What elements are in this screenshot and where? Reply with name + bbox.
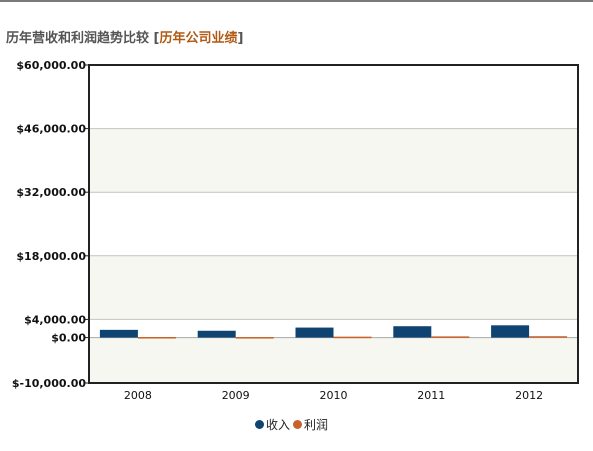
top-rule bbox=[0, 0, 593, 2]
title-text: 历年营收和利润趋势比较 bbox=[6, 31, 150, 46]
company-performance-link[interactable]: 历年公司业绩 bbox=[159, 31, 238, 46]
bar-revenue-2010 bbox=[295, 327, 334, 338]
legend-label: 收入 bbox=[266, 418, 291, 432]
plot-border bbox=[88, 64, 579, 384]
y-tick-label: $4,000.00 bbox=[24, 313, 86, 326]
x-tick-label: 2012 bbox=[515, 389, 543, 402]
y-tick-label: $18,000.00 bbox=[16, 250, 86, 263]
grid-band bbox=[89, 337, 578, 383]
bracket-close: ] bbox=[237, 31, 244, 46]
x-tick-label: 2008 bbox=[124, 389, 152, 402]
bar-profit-2010 bbox=[333, 336, 372, 339]
y-tick-label: $-10,000.00 bbox=[12, 377, 86, 390]
x-tick-label: 2010 bbox=[320, 389, 348, 402]
legend-dot-icon bbox=[255, 420, 264, 429]
bar-revenue-2012 bbox=[491, 325, 530, 338]
bar-revenue-2011 bbox=[393, 326, 432, 338]
legend-item[interactable]: 收入 bbox=[255, 416, 290, 433]
bar-profit-2012 bbox=[529, 336, 568, 338]
y-tick-label: $32,000.00 bbox=[16, 186, 86, 199]
bar-profit-2011 bbox=[431, 336, 470, 338]
y-tick-label: $46,000.00 bbox=[16, 123, 86, 136]
section-title: 历年营收和利润趋势比较 [历年公司业绩] bbox=[6, 27, 243, 46]
bar-revenue-2009 bbox=[197, 330, 236, 338]
x-tick-label: 2009 bbox=[222, 389, 250, 402]
y-tick-label: $0.00 bbox=[51, 332, 86, 345]
legend-dot-icon bbox=[293, 420, 303, 429]
bar-profit-2009 bbox=[235, 337, 274, 339]
bracket-open: [ bbox=[153, 31, 160, 46]
y-tick-label: $60,000.00 bbox=[16, 59, 86, 72]
legend-label: 利润 bbox=[304, 418, 329, 432]
bar-profit-2008 bbox=[137, 337, 176, 339]
bar-revenue-2008 bbox=[99, 329, 138, 338]
grid-band bbox=[89, 255, 578, 320]
grid-band bbox=[89, 128, 578, 193]
x-tick-label: 2011 bbox=[417, 389, 445, 402]
chart-legend: 收入 利润 bbox=[255, 416, 331, 433]
legend-item[interactable]: 利润 bbox=[293, 416, 328, 433]
